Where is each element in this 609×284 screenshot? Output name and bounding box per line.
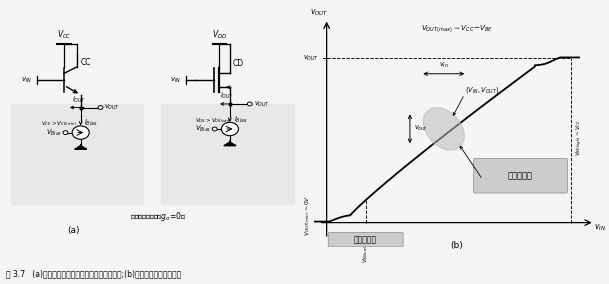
- Text: CD: CD: [233, 59, 244, 68]
- Polygon shape: [224, 142, 236, 146]
- Circle shape: [63, 131, 68, 135]
- Text: $i_{OUT}$: $i_{OUT}$: [220, 91, 234, 101]
- Text: $v_{OUT}$: $v_{OUT}$: [105, 103, 121, 112]
- Text: $V_{Bias}$: $V_{Bias}$: [46, 128, 62, 138]
- Text: $i_{OUT}$: $i_{OUT}$: [72, 95, 86, 105]
- Text: $V_{OUT(max)}{\sim}V_{CC}{-}V_{BE}$: $V_{OUT(max)}{\sim}V_{CC}{-}V_{BE}$: [421, 24, 493, 34]
- Text: $v_{IN}$: $v_{IN}$: [21, 76, 32, 85]
- Bar: [161, 104, 294, 204]
- Text: $v_{in}$: $v_{in}$: [439, 60, 449, 70]
- Text: $(V_{IN}, V_{OUT})$: $(V_{IN}, V_{OUT})$: [465, 85, 499, 95]
- Circle shape: [247, 102, 252, 106]
- Text: 三极管区域: 三极管区域: [354, 235, 377, 244]
- Text: $V_{CC}$: $V_{CC}$: [57, 28, 71, 41]
- Text: (b): (b): [451, 241, 463, 250]
- Text: (a): (a): [67, 226, 79, 235]
- Text: 图 3.7   (a)共集电极射极跟随器和共漏极源跟随器;(b)各自的大信号传输特性: 图 3.7 (a)共集电极射极跟随器和共漏极源跟随器;(b)各自的大信号传输特性: [6, 269, 181, 278]
- Text: $v_{IN}$: $v_{IN}$: [594, 222, 606, 233]
- Text: CC: CC: [81, 58, 91, 67]
- Ellipse shape: [423, 108, 464, 150]
- Bar: [11, 104, 143, 204]
- Circle shape: [72, 126, 90, 139]
- Text: $I_{Bias}$: $I_{Bias}$: [234, 114, 247, 125]
- Text: 小信号变化: 小信号变化: [508, 171, 533, 180]
- Text: $v_{OUT}$: $v_{OUT}$: [303, 54, 319, 63]
- Circle shape: [98, 106, 103, 109]
- Text: $V_{IN(low)}{\sim}V_{BE}$: $V_{IN(low)}{\sim}V_{BE}$: [362, 230, 370, 263]
- FancyBboxPatch shape: [474, 158, 568, 193]
- Text: $V_{CE}{>}V_{CE(min)}$: $V_{CE}{>}V_{CE(min)}$: [41, 120, 78, 128]
- Text: $V_{DS}{>}V_{DS(sat)}$: $V_{DS}{>}V_{DS(sat)}$: [195, 116, 231, 125]
- Text: $V_{DD}$: $V_{DD}$: [212, 28, 227, 41]
- Text: $I_{Bias}$: $I_{Bias}$: [85, 118, 98, 128]
- Text: $v_{out}$: $v_{out}$: [414, 124, 428, 133]
- Text: 假设理想电流源（$g_o$=0）: 假设理想电流源（$g_o$=0）: [130, 210, 186, 223]
- Text: $V_{OUT(min)}{\sim}0V$: $V_{OUT(min)}{\sim}0V$: [304, 195, 312, 236]
- Circle shape: [222, 122, 239, 136]
- FancyBboxPatch shape: [328, 233, 403, 247]
- Text: $v_{OUT}$: $v_{OUT}$: [310, 7, 328, 18]
- Circle shape: [213, 127, 217, 131]
- Text: $v_{IN}$: $v_{IN}$: [170, 76, 181, 85]
- Text: $v_{OUT}$: $v_{OUT}$: [253, 99, 270, 108]
- Text: $V_{IN(high)}{\sim}V_{CC}$: $V_{IN(high)}{\sim}V_{CC}$: [575, 118, 585, 156]
- Text: $V_{Bias}$: $V_{Bias}$: [195, 124, 211, 134]
- Polygon shape: [75, 146, 87, 149]
